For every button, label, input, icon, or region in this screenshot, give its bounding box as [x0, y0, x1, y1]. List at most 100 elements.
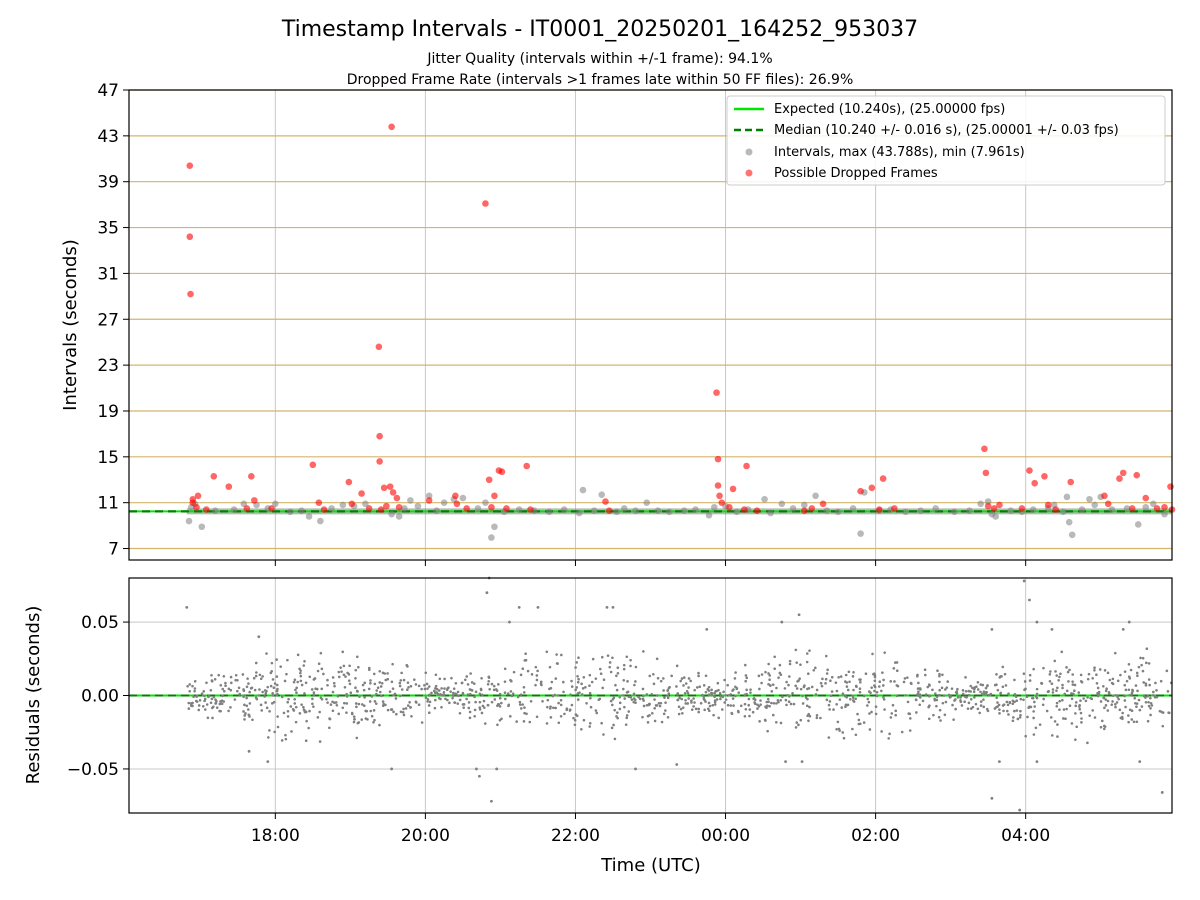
residual-point — [677, 712, 681, 716]
residual-point — [707, 701, 711, 705]
residual-point — [1140, 705, 1144, 708]
residual-point — [613, 737, 617, 741]
residual-point — [684, 682, 688, 685]
residual-point — [194, 699, 198, 703]
residual-point — [1145, 647, 1149, 651]
residual-point — [918, 703, 922, 707]
residual-point — [440, 693, 444, 697]
residual-point — [1127, 688, 1131, 692]
residual-point — [295, 691, 298, 694]
residuals-x-tick-label: 04:00 — [1001, 826, 1050, 846]
residual-point — [602, 678, 606, 682]
legend: Expected (10.240s), (25.00000 fps) Media… — [726, 95, 1166, 186]
residual-point — [310, 688, 314, 691]
residual-point — [622, 667, 626, 671]
residual-point — [1090, 697, 1094, 701]
residual-point — [845, 685, 849, 688]
residual-point — [935, 698, 939, 702]
residual-point — [437, 689, 441, 692]
residual-point — [209, 688, 213, 692]
residual-point — [747, 703, 751, 707]
residual-point — [541, 700, 544, 703]
dropped-frame-point — [210, 473, 218, 480]
dropped-frame-point — [718, 499, 726, 506]
residual-point — [352, 720, 356, 724]
residual-point — [522, 720, 526, 723]
residual-point — [417, 703, 421, 706]
residual-point — [715, 698, 719, 701]
residual-point — [995, 673, 998, 676]
residual-point — [468, 710, 472, 714]
residual-point — [424, 696, 428, 699]
residual-point — [244, 712, 247, 715]
intervals-y-axis-label: Intervals (seconds) — [60, 239, 81, 411]
residual-point — [352, 715, 356, 718]
residual-point — [1135, 702, 1139, 705]
residual-point — [290, 730, 293, 733]
residual-point — [1147, 700, 1150, 704]
residual-point — [785, 680, 788, 684]
residual-point — [1054, 670, 1057, 673]
residual-point — [959, 700, 963, 704]
residual-point — [479, 687, 483, 691]
residual-point — [486, 683, 490, 686]
residual-point — [575, 661, 578, 664]
residual-point — [878, 685, 881, 688]
residual-point — [956, 687, 959, 691]
residual-point — [569, 693, 572, 697]
interval-point — [579, 486, 587, 494]
residual-point — [266, 685, 270, 689]
residual-point — [756, 703, 759, 707]
residual-point — [264, 701, 267, 704]
chart-title: Timestamp Intervals - IT0001_20250201_16… — [281, 17, 918, 42]
residual-point — [1001, 665, 1005, 669]
residual-point — [570, 685, 574, 688]
residual-point — [280, 695, 284, 699]
residual-point — [384, 703, 387, 707]
residual-point — [526, 669, 530, 673]
residual-point — [272, 686, 276, 690]
residual-point — [835, 689, 839, 693]
residual-point — [488, 687, 491, 691]
dropped-frame-point — [729, 485, 737, 493]
residual-point — [426, 697, 430, 701]
interval-point — [1065, 518, 1073, 526]
residual-point — [559, 698, 563, 702]
legend-box — [726, 95, 1166, 186]
residual-point — [944, 688, 947, 691]
residual-point — [984, 686, 988, 690]
residual-point — [764, 719, 767, 722]
residual-point — [950, 687, 954, 690]
interval-point — [620, 505, 628, 512]
residual-point — [1047, 690, 1051, 693]
residual-point — [748, 714, 751, 718]
residual-point — [723, 678, 726, 682]
residual-point — [1038, 723, 1042, 726]
residual-point — [590, 680, 594, 684]
residual-point — [703, 708, 706, 712]
residual-point — [733, 677, 737, 680]
dropped-frame-point — [186, 162, 194, 169]
residual-point — [1022, 698, 1025, 702]
residual-point — [279, 665, 282, 668]
residual-point — [185, 605, 189, 609]
residual-point — [1065, 707, 1068, 711]
residual-point — [218, 702, 222, 706]
residuals-y-axis-label: Residuals (seconds) — [23, 606, 44, 785]
residual-point — [497, 683, 500, 686]
dropped-frame-point — [389, 489, 397, 496]
residual-point — [969, 698, 973, 701]
residual-point — [187, 701, 191, 705]
residual-point — [1012, 716, 1015, 719]
residual-point — [1032, 710, 1035, 713]
residual-point — [267, 736, 270, 739]
residual-point — [1031, 696, 1035, 700]
residual-point — [1016, 717, 1020, 721]
dropped-frame-point — [395, 503, 403, 511]
residual-point — [1121, 711, 1124, 715]
residual-point — [561, 680, 565, 684]
residual-point — [1102, 696, 1106, 700]
residual-point — [1022, 672, 1026, 676]
residual-point — [190, 704, 194, 708]
residual-point — [552, 706, 555, 710]
